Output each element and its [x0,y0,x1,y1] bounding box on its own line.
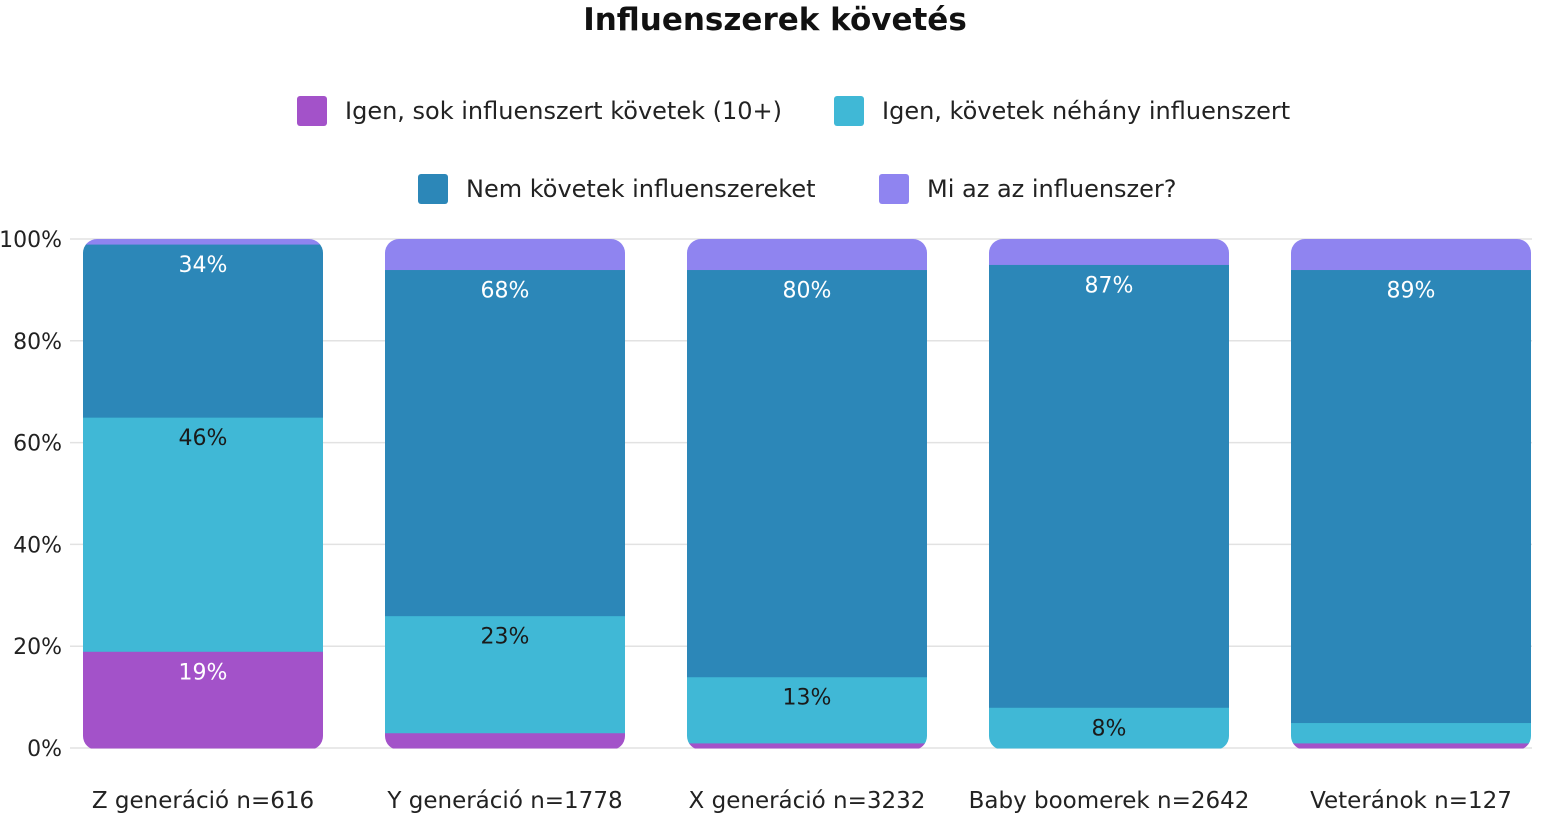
bar-group [989,239,1229,749]
bar-group [83,239,323,749]
bar-segment [687,742,927,749]
legend-item-none: Nem követek influenszereket [418,174,816,204]
bar-segment [83,417,323,652]
bar-segment [83,244,323,418]
legend-item-what: Mi az az influenszer? [879,174,1177,204]
legend-swatch [418,174,448,204]
x-tick-label: Baby boomerek n=2642 [969,788,1250,814]
bar-group [1291,239,1531,749]
chart-title: Influenszerek követés [583,2,967,38]
legend-swatch [834,96,864,126]
bar-segment [989,707,1229,749]
data-label: 13% [783,686,832,711]
bar-segment [385,239,625,271]
bar-segment [1291,722,1531,744]
y-tick-label: 80% [13,330,62,355]
data-label: 87% [1085,273,1134,298]
legend-label: Mi az az influenszer? [927,175,1177,203]
bar-segment [1291,742,1531,749]
legend-label: Igen, sok influenszert követek (10+) [345,97,782,125]
y-tick-label: 40% [13,533,62,558]
bar-group [385,239,625,749]
y-tick-label: 60% [13,432,62,457]
bar-segment [687,239,927,271]
bar-group [687,239,927,749]
bar-segment [687,269,927,678]
bar-segment [1291,269,1531,724]
legend-label: Igen, követek néhány influenszert [882,97,1291,125]
legend-item-some: Igen, követek néhány influenszert [834,96,1290,126]
bar-segment [385,615,625,734]
bar-segment [989,264,1229,708]
data-label: 80% [783,279,832,304]
legend-swatch [297,96,327,126]
x-tick-label: X generáció n=3232 [689,788,926,814]
legend-item-many: Igen, sok influenszert követek (10+) [297,96,782,126]
bar-segment [989,239,1229,265]
bar-segment [687,676,927,744]
x-tick-label: Veteránok n=127 [1310,788,1512,814]
data-label: 23% [481,625,530,650]
data-label: 68% [481,279,530,304]
bar-segment [83,239,323,245]
y-tick-label: 0% [27,737,62,762]
x-tick-label: Y generáció n=1778 [386,788,622,814]
legend-swatch [879,174,909,204]
bar-segment [83,651,323,749]
data-label: 89% [1387,279,1436,304]
data-label: 8% [1092,716,1127,741]
data-label: 19% [179,660,228,685]
y-tick-label: 20% [13,635,62,660]
bar-segment [1291,239,1531,271]
x-tick-label: Z generáció n=616 [92,788,314,814]
bar-segment [385,732,625,749]
legend-label: Nem követek influenszereket [466,175,816,203]
data-label: 34% [179,253,228,278]
data-label: 46% [179,426,228,451]
bar-segment [385,269,625,617]
y-tick-label: 100% [0,228,62,253]
